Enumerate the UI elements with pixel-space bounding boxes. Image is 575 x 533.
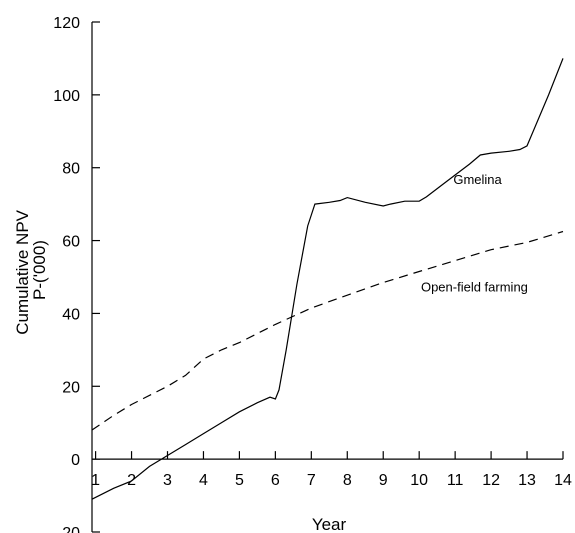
x-tick-label: 3: [163, 472, 172, 489]
y-axis-title: Cumulative NPV P-('000): [13, 205, 49, 334]
x-axis: 1 2 3 4 5 6 7 8 9 10 11 12 13 14: [91, 451, 572, 489]
x-tick-label: 11: [447, 472, 464, 489]
y-tick-label: -20: [57, 525, 80, 533]
x-tick-label: 13: [518, 472, 536, 489]
y-ticks: -20 0 20 40 60 80 100 120: [53, 15, 100, 533]
series-label: Open-field farming: [421, 280, 528, 295]
x-tick-label: 10: [410, 472, 428, 489]
y-axis-title-line-1: Cumulative NPV: [13, 209, 32, 334]
y-tick-label: 0: [71, 452, 80, 469]
y-tick-label: 40: [62, 306, 80, 323]
y-axis: -20 0 20 40 60 80 100 120: [53, 15, 100, 533]
y-tick-label: 20: [62, 379, 80, 396]
x-tick-label: 4: [199, 472, 208, 489]
series-label: Gmelina: [453, 172, 502, 187]
series-line-gmelina: [91, 58, 564, 500]
series-labels: Gmelina Open-field farming: [421, 172, 528, 294]
y-axis-title-line-2: P-('000): [30, 240, 49, 300]
y-tick-label: 60: [62, 234, 80, 251]
x-tick-label: 12: [482, 472, 500, 489]
series-line-open-field-farming: [91, 230, 564, 431]
y-tick-label: 80: [62, 161, 80, 178]
x-tick-label: 14: [554, 472, 572, 489]
y-tick-label: 120: [53, 15, 80, 32]
x-tick-label: 9: [379, 472, 388, 489]
x-axis-title: Year: [312, 515, 347, 533]
x-tick-label: 1: [91, 472, 100, 489]
x-tick-label: 5: [235, 472, 244, 489]
y-tick-label: 100: [53, 88, 80, 105]
x-tick-label: 7: [307, 472, 316, 489]
x-tick-label: 6: [271, 472, 280, 489]
x-ticks: 1 2 3 4 5 6 7 8 9 10 11 12 13 14: [91, 451, 572, 489]
x-tick-label: 8: [343, 472, 352, 489]
series-group: [91, 58, 564, 500]
